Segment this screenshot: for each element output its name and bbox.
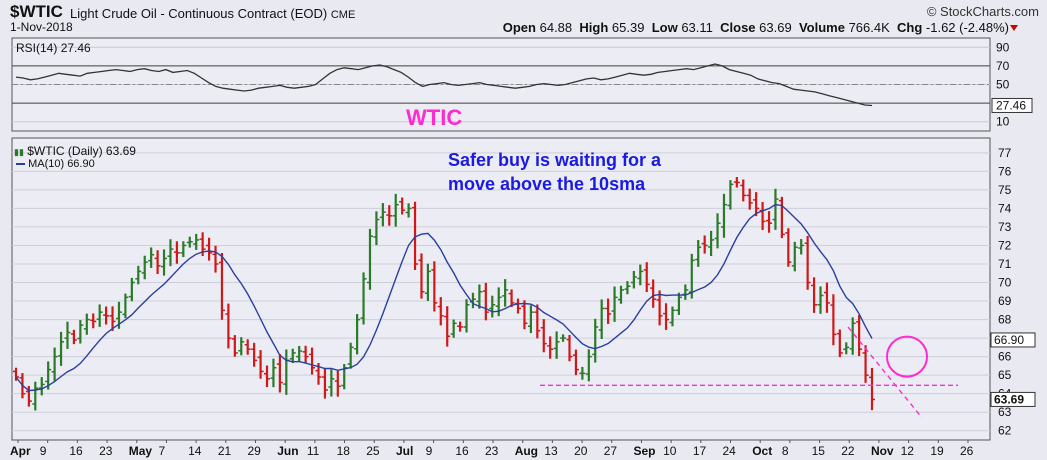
x-tick-label: 15 (812, 444, 826, 458)
bar-icon: ▮▮ (14, 147, 24, 157)
x-tick-label: 8 (782, 444, 789, 458)
x-tick-label: 12 (901, 444, 915, 458)
x-tick-label: Jun (277, 444, 298, 458)
buy-note-line2: move above the 10sma (448, 174, 646, 194)
ma-last-value-box (990, 332, 1036, 348)
x-tick-label: 16 (455, 444, 469, 458)
close-last-value-label: 63.69 (994, 392, 1024, 406)
x-tick-label: 18 (337, 444, 351, 458)
x-tick-label: 23 (485, 444, 499, 458)
quote-bar: Open 64.88 High 65.39 Low 63.11 Close 63… (502, 20, 1009, 35)
exchange: CME (330, 9, 356, 21)
ma-legend: MA(10) 66.90 (16, 158, 95, 170)
price-tick-label: 71 (998, 257, 1012, 271)
price-tick-label: 75 (998, 183, 1012, 197)
x-tick-label: 25 (366, 444, 380, 458)
low-value: 63.11 (681, 20, 713, 35)
price-tick-label: 76 (998, 164, 1012, 178)
x-tick-label: Oct (752, 444, 772, 458)
copyright: © StockCharts.com (926, 4, 1039, 19)
projection-line (847, 326, 923, 419)
rsi-tick-label: 70 (996, 59, 1010, 73)
price-tick-label: 69 (998, 294, 1012, 308)
close-value: 63.69 (759, 20, 792, 35)
x-tick-label: 26 (960, 444, 974, 458)
down-arrow-icon (1010, 25, 1018, 31)
x-tick-label: 13 (544, 444, 558, 458)
x-tick-label: 24 (723, 444, 737, 458)
x-tick-label: Sep (633, 444, 655, 458)
rsi-last-value-label: 27.46 (996, 98, 1026, 112)
open-value: 64.88 (539, 20, 573, 35)
change-value: -1.62 (-2.48%) (925, 20, 1009, 35)
rsi-tick-label: 50 (996, 78, 1010, 92)
target-circle (886, 335, 928, 378)
rsi-tick-label: 10 (996, 115, 1010, 129)
rsi-line (15, 63, 873, 107)
price-tick-label: 73 (998, 220, 1012, 234)
x-tick-label: May (129, 444, 153, 458)
price-tick-label: 66 (998, 350, 1012, 364)
x-tick-label: 19 (930, 444, 944, 458)
x-tick-label: 29 (248, 444, 262, 458)
x-tick-label: Apr (10, 444, 31, 458)
ma-line-icon (16, 163, 25, 166)
rsi-legend: RSI(14) 27.46 (16, 41, 91, 55)
ma-last-value-label: 66.90 (994, 333, 1024, 347)
x-tick-label: 9 (40, 444, 47, 458)
x-tick-label: 23 (99, 444, 113, 458)
price-tick-label: 70 (998, 276, 1012, 290)
chart-date: 1-Nov-2018 (10, 20, 73, 34)
x-tick-label: Jul (396, 444, 413, 458)
x-tick-label: 9 (426, 444, 433, 458)
x-tick-label: 17 (693, 444, 707, 458)
high-value: 65.39 (611, 20, 645, 35)
price-tick-label: 77 (998, 146, 1012, 160)
x-tick-label: 27 (604, 444, 618, 458)
x-tick-label: Nov (871, 444, 894, 458)
price-tick-label: 62 (998, 424, 1012, 438)
x-tick-label: 10 (663, 444, 677, 458)
price-tick-label: 68 (998, 313, 1012, 327)
price-tick-label: 63 (998, 405, 1012, 419)
rsi-tick-label: 90 (996, 40, 1010, 54)
x-tick-label: 21 (218, 444, 232, 458)
price-tick-label: 74 (998, 201, 1012, 215)
symbol: $WTIC (10, 2, 63, 21)
x-tick-label: 16 (69, 444, 83, 458)
security-description: Light Crude Oil - Continuous Contract (E… (70, 6, 356, 21)
x-tick-label: 14 (188, 444, 202, 458)
buy-note: Safer buy is waiting for a move above th… (448, 148, 661, 196)
ma10-line (15, 203, 873, 392)
x-tick-label: Aug (515, 444, 538, 458)
price-legend: ▮▮ $WTIC (Daily) 63.69 (14, 144, 136, 158)
x-tick-label: 7 (158, 444, 165, 458)
x-tick-label: 20 (574, 444, 588, 458)
x-tick-label: 22 (841, 444, 855, 458)
price-tick-label: 65 (998, 368, 1012, 382)
rsi-last-value-box (991, 97, 1033, 113)
x-tick-label: 11 (307, 444, 320, 458)
volume-value: 766.4K (848, 20, 890, 35)
close-last-value-box (990, 391, 1036, 407)
buy-note-line1: Safer buy is waiting for a (448, 150, 662, 170)
price-tick-label: 72 (998, 238, 1012, 252)
wtic-annotation: WTIC (406, 105, 463, 130)
chart-header: $WTIC Light Crude Oil - Continuous Contr… (0, 0, 1047, 35)
